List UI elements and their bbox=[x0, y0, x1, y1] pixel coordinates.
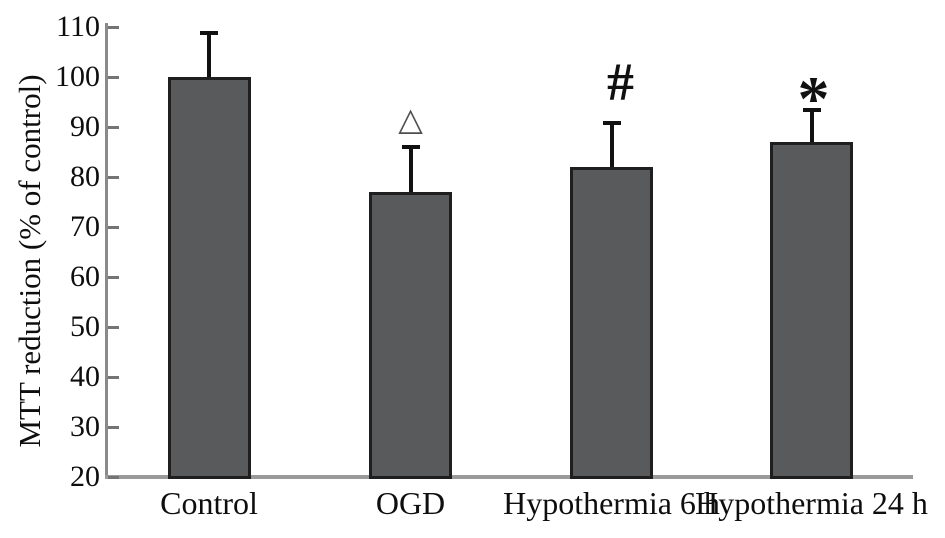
x-tick-label-ogd: OGD bbox=[375, 485, 446, 521]
y-tick-label: 100 bbox=[55, 60, 100, 93]
bar-ogd bbox=[369, 192, 452, 479]
y-tick bbox=[108, 326, 119, 329]
y-tick bbox=[108, 126, 119, 129]
y-tick bbox=[108, 76, 119, 79]
y-tick-label: 110 bbox=[56, 10, 100, 43]
y-tick-label: 30 bbox=[70, 410, 100, 443]
error-bar bbox=[207, 33, 211, 80]
y-tick-label: 80 bbox=[70, 160, 100, 193]
x-axis-line bbox=[105, 475, 913, 479]
error-bar bbox=[408, 147, 413, 195]
y-tick bbox=[108, 26, 119, 29]
y-tick bbox=[108, 476, 119, 479]
triangle-annotation: △ bbox=[398, 100, 423, 138]
y-tick bbox=[108, 226, 119, 229]
y-tick-label: 50 bbox=[70, 310, 100, 343]
x-tick-label-hypothermia-6-h: Hypothermia 6 h bbox=[503, 485, 720, 521]
error-bar-cap bbox=[200, 31, 218, 35]
error-bar-cap bbox=[401, 145, 420, 149]
hash-annotation: # bbox=[607, 52, 634, 112]
y-tick-label: 90 bbox=[70, 110, 100, 143]
error-bar bbox=[809, 110, 814, 145]
bar-control bbox=[167, 77, 251, 479]
y-tick-label: 60 bbox=[70, 260, 100, 293]
y-tick bbox=[108, 426, 119, 429]
bar-hypothermia-24-h bbox=[770, 142, 853, 479]
y-tick bbox=[108, 376, 119, 379]
x-tick-label-control: Control bbox=[160, 485, 258, 521]
bar-hypothermia-6-h bbox=[570, 167, 653, 479]
x-tick-label-hypothermia-24-h: Hypothermia 24 h bbox=[695, 485, 928, 521]
y-tick bbox=[108, 276, 119, 279]
y-axis-line bbox=[105, 23, 108, 479]
y-tick-label: 40 bbox=[70, 360, 100, 393]
y-tick bbox=[108, 176, 119, 179]
error-bar-cap bbox=[602, 121, 621, 125]
asterisk-annotation: * bbox=[797, 63, 830, 134]
y-tick-label: 70 bbox=[70, 210, 100, 243]
error-bar-cap bbox=[802, 108, 821, 112]
y-tick-label: 20 bbox=[70, 460, 100, 493]
error-bar bbox=[609, 123, 614, 170]
